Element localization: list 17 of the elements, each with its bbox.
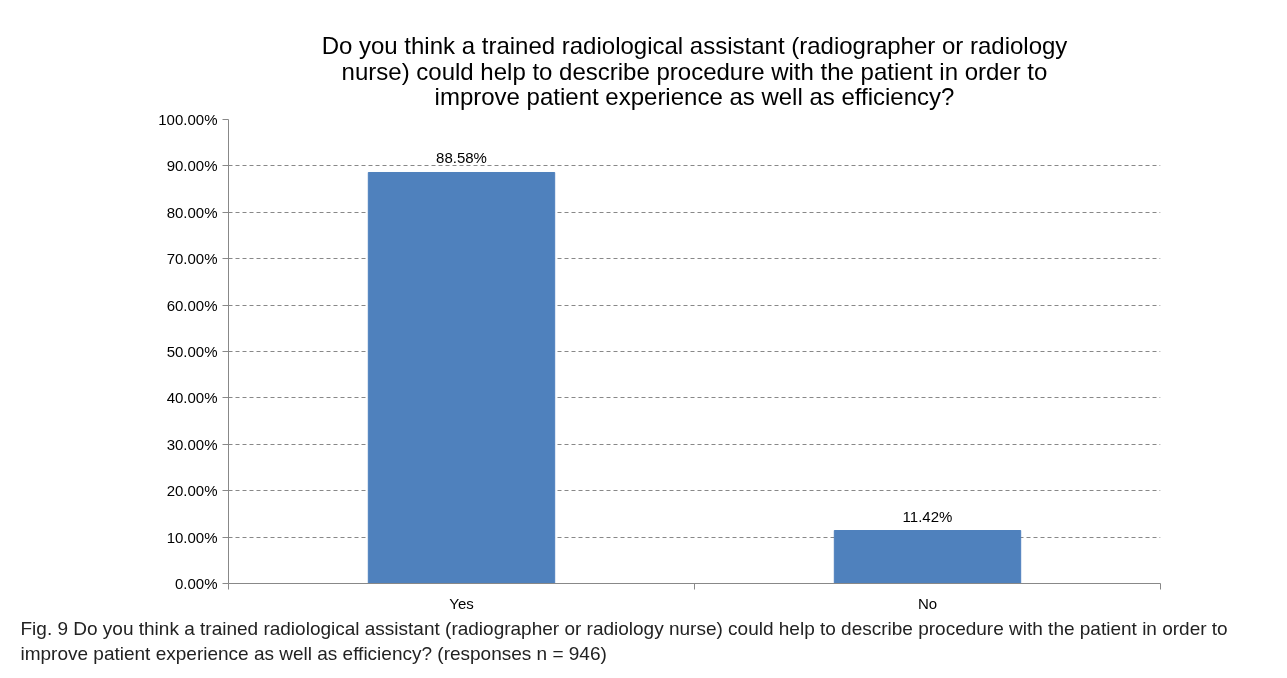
y-tick-label: 10.00% — [166, 528, 218, 546]
y-tick-label: 80.00% — [166, 203, 218, 221]
chart-title: Do you think a trained radiological assistant (radiographer or radiology nurse) could help to describe procedure with the patient in order to improve patient experience as well as efficiency? — [321, 32, 1068, 111]
y-tick-label: 70.00% — [166, 250, 218, 268]
y-tick-label: 0.00% — [174, 575, 218, 592]
data-label: 88.58% — [436, 149, 487, 167]
y-tick-label: 50.00% — [166, 343, 218, 360]
data-label: 11.42% — [902, 507, 953, 525]
y-tick-label: 40.00% — [166, 389, 218, 407]
y-tick-label: 20.00% — [166, 482, 218, 500]
x-tick-label: No — [917, 594, 938, 612]
y-tick-label: 90.00% — [166, 157, 218, 175]
y-tick-label: 30.00% — [166, 435, 218, 453]
y-tick-label: 100.00% — [158, 111, 218, 128]
caption: Fig. 9 Do you think a trained radiological assistant (radiographer or radiology nurse) could help to describe procedure with the patient in order to improve patient experience as well as efficiency? (responses n = 946) — [20, 618, 1228, 665]
y-tick-label: 60.00% — [166, 296, 218, 314]
x-tick-label: Yes — [449, 594, 474, 612]
